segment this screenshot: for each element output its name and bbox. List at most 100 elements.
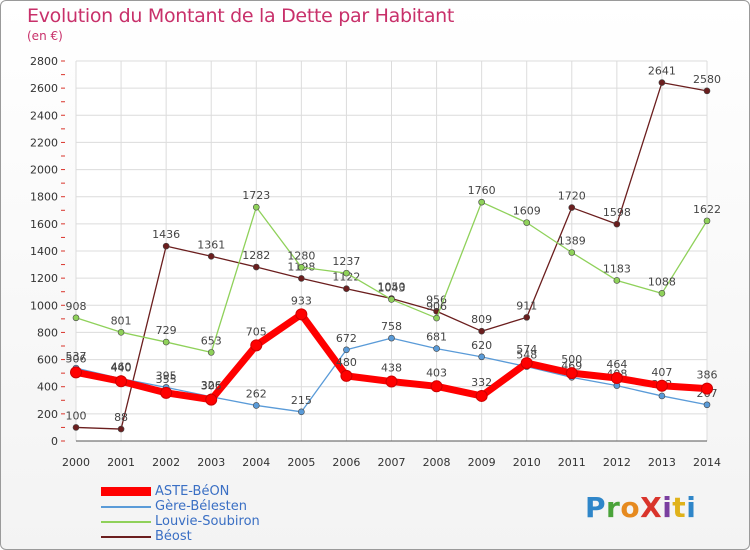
data-label-beost: 1436	[152, 228, 180, 241]
data-point-aste-beon	[520, 357, 533, 370]
y-tick-label: 600	[37, 354, 58, 367]
x-tick-label: 2007	[378, 456, 406, 469]
data-label-aste-beon: 705	[246, 325, 267, 338]
data-label-aste-beon: 500	[561, 353, 582, 366]
data-label-louvie-soubiron: 1183	[603, 262, 631, 275]
data-label-gere-belesten: 758	[381, 320, 402, 333]
data-point-louvie-soubiron	[207, 349, 215, 356]
data-point-aste-beon	[610, 372, 623, 385]
data-point-gere-belesten	[658, 392, 666, 400]
data-point-beost	[658, 79, 666, 86]
data-label-gere-belesten: 215	[291, 394, 312, 407]
data-point-louvie-soubiron	[523, 219, 531, 226]
data-point-louvie-soubiron	[433, 314, 440, 322]
data-label-gere-belesten: 681	[426, 331, 447, 344]
legend-label: ASTE-BéON	[155, 484, 230, 499]
y-tick-label: 1600	[30, 218, 58, 231]
logo-letter: r	[606, 491, 621, 524]
logo-letter: t	[672, 491, 687, 524]
data-point-gere-belesten	[388, 334, 395, 342]
chart-title: Evolution du Montant de la Dette par Hab…	[27, 5, 455, 27]
data-label-aste-beon: 403	[426, 366, 447, 379]
data-label-beost: 1282	[242, 249, 270, 262]
data-label-aste-beon: 386	[697, 369, 718, 382]
data-label-aste-beon: 480	[336, 356, 357, 369]
data-label-louvie-soubiron: 1237	[332, 255, 360, 268]
data-point-louvie-soubiron	[568, 249, 576, 256]
data-label-aste-beon: 305	[201, 380, 222, 393]
x-tick-label: 2008	[423, 456, 451, 469]
data-point-louvie-soubiron	[298, 263, 305, 271]
y-tick-label: 2600	[30, 82, 58, 95]
data-label-gere-belesten: 460	[111, 361, 132, 374]
x-tick-label: 2002	[152, 456, 180, 469]
x-tick-label: 2000	[62, 456, 90, 469]
data-point-louvie-soubiron	[613, 277, 621, 284]
data-label-beost: 1050	[378, 281, 406, 294]
data-label-gere-belesten: 537	[66, 350, 87, 363]
legend-item-beost: Béost	[101, 529, 260, 544]
data-label-gere-belesten: 395	[156, 369, 177, 382]
data-label-aste-beon: 407	[651, 366, 672, 379]
x-tick-label: 2009	[468, 456, 496, 469]
x-tick-label: 2003	[197, 456, 225, 469]
data-point-aste-beon	[430, 380, 443, 393]
data-label-louvie-soubiron: 906	[426, 300, 447, 313]
chart-unit-label: (en €)	[27, 29, 63, 43]
y-tick-label: 2200	[30, 136, 58, 149]
y-tick-label: 2000	[30, 164, 58, 177]
data-point-gere-belesten	[478, 353, 485, 361]
data-point-aste-beon	[385, 375, 398, 388]
data-label-louvie-soubiron: 653	[201, 334, 222, 347]
proxiti-logo: ProXiti	[585, 491, 696, 524]
data-label-louvie-soubiron: 801	[111, 314, 132, 327]
data-label-gere-belesten: 262	[246, 387, 267, 400]
data-point-beost	[252, 263, 260, 271]
data-label-aste-beon: 440	[111, 361, 132, 374]
data-label-beost: 88	[114, 411, 128, 424]
data-label-gere-belesten: 548	[516, 349, 537, 362]
data-point-beost	[298, 275, 305, 282]
data-point-louvie-soubiron	[162, 338, 170, 346]
data-label-aste-beon: 464	[606, 358, 627, 371]
legend-label: Béost	[155, 529, 192, 544]
data-point-aste-beon	[565, 367, 578, 380]
data-label-beost: 2641	[648, 65, 676, 78]
data-point-aste-beon	[701, 382, 713, 395]
data-label-louvie-soubiron: 1280	[287, 249, 315, 262]
data-label-aste-beon: 933	[291, 294, 312, 307]
data-point-beost	[568, 204, 576, 211]
data-label-louvie-soubiron: 1622	[693, 203, 721, 216]
y-tick-label: 200	[37, 408, 58, 421]
data-point-beost	[207, 252, 215, 260]
data-label-beost: 1720	[558, 190, 586, 203]
y-tick-label: 0	[51, 435, 58, 448]
data-label-aste-beon: 438	[381, 362, 402, 375]
data-point-gere-belesten	[433, 345, 440, 352]
data-point-gere-belesten	[343, 346, 350, 354]
y-tick-label: 1000	[30, 299, 58, 312]
legend-item-gere-belesten: Gère-Bélesten	[101, 499, 260, 514]
data-label-aste-beon: 332	[471, 376, 492, 389]
data-label-gere-belesten: 672	[336, 332, 357, 345]
data-point-louvie-soubiron	[703, 217, 711, 225]
y-tick-label: 800	[37, 326, 58, 339]
data-point-aste-beon	[655, 379, 668, 392]
data-label-louvie-soubiron: 908	[66, 300, 87, 313]
data-label-louvie-soubiron: 729	[156, 324, 177, 337]
x-tick-label: 2011	[558, 456, 586, 469]
logo-letter: X	[640, 491, 663, 524]
data-point-beost	[478, 327, 485, 335]
legend-label: Gère-Bélesten	[155, 499, 247, 514]
x-tick-label: 2001	[107, 456, 135, 469]
logo-letter: o	[620, 491, 641, 524]
data-label-beost: 1361	[197, 238, 225, 251]
data-point-aste-beon	[70, 366, 82, 379]
data-label-louvie-soubiron: 1723	[242, 189, 270, 202]
data-label-louvie-soubiron: 1088	[648, 275, 676, 288]
y-tick-label: 2400	[30, 109, 58, 122]
logo-letter: i	[662, 491, 673, 524]
logo-letter: P	[585, 491, 607, 524]
data-label-beost: 809	[471, 313, 492, 326]
